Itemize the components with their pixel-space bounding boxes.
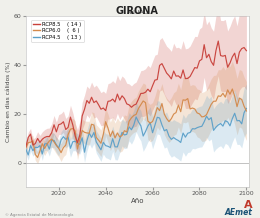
Legend: RCP8.5    ( 14 ), RCP6.0    (  6 ), RCP4.5    ( 13 ): RCP8.5 ( 14 ), RCP6.0 ( 6 ), RCP4.5 ( 13… bbox=[31, 20, 84, 42]
Text: ANUAL: ANUAL bbox=[127, 10, 148, 15]
Text: A: A bbox=[244, 200, 252, 210]
Text: © Agencia Estatal de Meteorología: © Agencia Estatal de Meteorología bbox=[5, 213, 74, 217]
Text: AEmet: AEmet bbox=[224, 208, 252, 217]
X-axis label: Año: Año bbox=[131, 198, 144, 204]
Y-axis label: Cambio en dias cálidos (%): Cambio en dias cálidos (%) bbox=[5, 61, 11, 142]
Title: GIRONA: GIRONA bbox=[116, 5, 159, 15]
